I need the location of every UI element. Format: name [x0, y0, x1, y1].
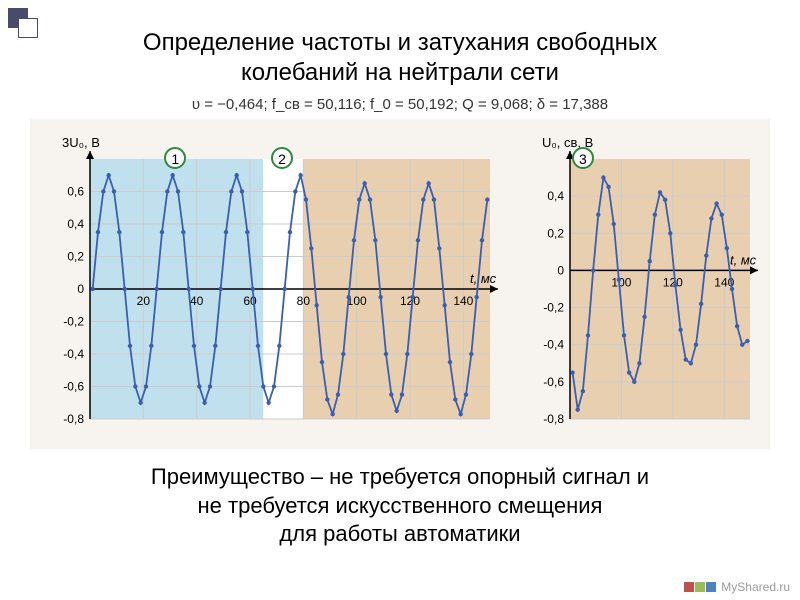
svg-text:0,4: 0,4: [547, 189, 564, 203]
svg-text:120: 120: [400, 294, 420, 308]
svg-text:-0,6: -0,6: [543, 375, 564, 389]
caption-line-3: для работы автоматики: [279, 521, 520, 546]
svg-text:-0,6: -0,6: [63, 380, 84, 394]
svg-text:t, мс: t, мс: [730, 252, 757, 267]
watermark-text: MyShared.ru: [721, 580, 790, 594]
region-badge-3: 3: [572, 147, 594, 169]
svg-text:0,6: 0,6: [67, 185, 84, 199]
svg-text:-0,4: -0,4: [543, 338, 564, 352]
svg-text:0,2: 0,2: [67, 250, 84, 264]
watermark: MyShared.ru: [684, 580, 790, 594]
charts-svg: -0,8-0,6-0,4-0,200,20,40,620406080100120…: [30, 119, 770, 449]
svg-text:-0,2: -0,2: [543, 301, 564, 315]
caption-line-2: не требуется искусственного смещения: [198, 493, 603, 518]
watermark-logo-icon: [684, 582, 717, 592]
svg-text:3U₀, В: 3U₀, В: [62, 135, 100, 150]
svg-text:120: 120: [663, 275, 683, 289]
svg-text:80: 80: [297, 294, 311, 308]
parameters-line: υ = −0,464; f_св = 50,116; f_0 = 50,192;…: [0, 96, 800, 113]
svg-text:40: 40: [190, 294, 204, 308]
svg-text:t, мс: t, мс: [470, 271, 497, 286]
svg-text:140: 140: [453, 294, 473, 308]
svg-text:20: 20: [137, 294, 151, 308]
charts-container: -0,8-0,6-0,4-0,200,20,40,620406080100120…: [30, 119, 770, 449]
title-line-2: колебаний на нейтрали сети: [241, 59, 559, 86]
region-badge-2: 2: [271, 147, 293, 169]
svg-text:100: 100: [611, 275, 631, 289]
svg-text:0,2: 0,2: [547, 226, 564, 240]
svg-text:-0,2: -0,2: [63, 315, 84, 329]
svg-text:-0,4: -0,4: [63, 347, 84, 361]
svg-text:0: 0: [557, 263, 564, 277]
svg-text:-0,8: -0,8: [63, 412, 84, 426]
svg-text:0: 0: [77, 282, 84, 296]
slide-title: Определение частоты и затухания свободны…: [0, 0, 800, 96]
svg-text:-0,8: -0,8: [543, 412, 564, 426]
slide-caption: Преимущество – не требуется опорный сигн…: [0, 449, 800, 549]
title-line-1: Определение частоты и затухания свободны…: [143, 29, 657, 56]
svg-text:0,4: 0,4: [67, 217, 84, 231]
slide-corner-decoration: [8, 8, 40, 40]
caption-line-1: Преимущество – не требуется опорный сигн…: [151, 464, 649, 489]
